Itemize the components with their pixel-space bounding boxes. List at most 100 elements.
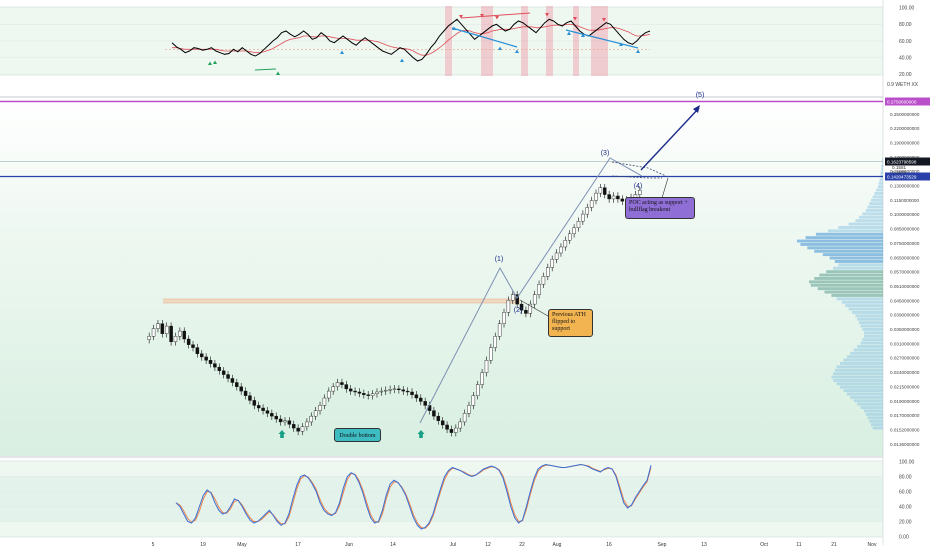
volume-profile-bar xyxy=(852,311,883,314)
volume-profile-bar xyxy=(850,396,883,399)
volume-profile-bar xyxy=(836,382,883,386)
candle-body xyxy=(173,336,178,343)
volume-profile-bar xyxy=(833,372,883,376)
volume-profile-bar xyxy=(881,168,883,172)
candle-body xyxy=(156,323,160,329)
bottom-y-tick-label: 100.00 xyxy=(899,459,915,465)
main-y-tick-label: 0.1300000000 xyxy=(890,184,920,189)
top-y-tick-label: 100.00 xyxy=(899,5,915,11)
candle-body xyxy=(458,421,462,429)
main-axis-sublabel: 0.1581 xyxy=(892,165,906,170)
candle-body xyxy=(603,187,607,195)
volume-profile-bar xyxy=(845,304,883,308)
top-down-marker xyxy=(573,17,577,21)
candle-body xyxy=(620,198,625,202)
top-up-marker xyxy=(452,26,456,30)
candle-body xyxy=(318,405,322,411)
x-tick-label: Sep xyxy=(658,542,667,548)
top-shaded-band xyxy=(481,6,493,76)
candle-body xyxy=(576,221,581,229)
x-tick-label: Nov xyxy=(868,542,877,548)
bullflag-upper xyxy=(611,161,667,177)
main-y-tick-label: 0.0850000000 xyxy=(890,227,920,232)
candle-body xyxy=(567,233,572,241)
volume-profile-bar xyxy=(840,362,883,365)
candle-body xyxy=(559,246,563,254)
bullflag-lower xyxy=(611,175,662,179)
top-shaded-band xyxy=(546,6,553,76)
main-y-tick-label: 0.0152000000 xyxy=(890,427,920,432)
candle-body xyxy=(405,390,410,393)
volume-profile-bar xyxy=(864,331,883,335)
volume-profile-bar xyxy=(831,375,883,379)
candle-body xyxy=(362,393,366,395)
top-down-marker xyxy=(495,16,499,20)
double-bottom-arrow xyxy=(417,430,425,434)
candle-body xyxy=(357,391,362,394)
candle-body xyxy=(541,276,546,285)
candle-body xyxy=(230,378,235,383)
volume-profile-bar xyxy=(860,406,883,410)
volume-profile-bar xyxy=(855,219,883,223)
top-up-marker xyxy=(515,49,519,53)
main-y-tick-label: 0.1700000000 xyxy=(890,155,920,160)
volume-profile-bar xyxy=(867,205,883,209)
volume-profile-bar xyxy=(843,389,883,393)
candle-body xyxy=(178,330,182,337)
volume-profile-bar xyxy=(857,317,883,321)
candle-body xyxy=(344,384,349,390)
candle-body xyxy=(169,325,173,343)
volume-profile-bar xyxy=(833,266,883,270)
candle-body xyxy=(335,382,340,387)
candle-body xyxy=(353,390,357,393)
candle-body xyxy=(563,240,568,248)
candle-body xyxy=(585,207,589,215)
main-y-tick-label: 0.0650000000 xyxy=(890,255,920,260)
x-tick-label: 21 xyxy=(831,542,837,548)
volume-profile-bar xyxy=(836,365,883,369)
x-tick-label: 13 xyxy=(701,542,707,548)
x-tick-label: 22 xyxy=(519,542,525,548)
volume-profile-bar xyxy=(797,239,883,243)
top-y-tick-label: 20.00 xyxy=(899,72,912,78)
volume-profile-bar xyxy=(878,181,883,185)
volume-profile-bar xyxy=(838,226,883,229)
candle-body xyxy=(497,323,502,337)
wave-label: (3) xyxy=(601,150,610,157)
candle-body xyxy=(550,259,554,268)
main-y-tick-label: 0.0215000000 xyxy=(890,384,920,389)
volume-profile-bar xyxy=(857,402,883,406)
main-y-tick-label: 0.0570000000 xyxy=(890,270,920,275)
candle-body xyxy=(191,344,195,348)
main-y-tick-label: 0.0350000000 xyxy=(890,327,920,332)
candle-body xyxy=(217,366,222,371)
poc-note-pointer xyxy=(661,177,669,199)
candle-body xyxy=(589,200,594,208)
price-tag-bg xyxy=(885,97,930,106)
volume-profile-bar xyxy=(824,290,883,294)
candle-body xyxy=(462,413,467,423)
candle-body xyxy=(532,294,537,305)
price-tag-label: 0.1420473529 xyxy=(887,174,917,179)
top-shaded-band xyxy=(573,6,579,76)
volume-profile-bar xyxy=(860,341,883,345)
volume-profile-bar xyxy=(848,222,883,226)
candle-body xyxy=(638,190,642,195)
candle-body xyxy=(379,390,384,393)
volume-profile-bar xyxy=(805,236,883,240)
price-tag-bg xyxy=(885,172,930,181)
candle-body xyxy=(440,420,445,426)
candle-body xyxy=(370,393,375,396)
volume-profile-bar xyxy=(881,164,883,168)
wave5-projection xyxy=(640,107,700,171)
volume-profile-bar xyxy=(840,385,883,389)
candle-body xyxy=(195,347,200,354)
volume-profile-bar xyxy=(833,379,883,382)
main-y-tick-label: 0.2200000000 xyxy=(890,126,920,131)
candle-body xyxy=(493,336,497,348)
volume-profile-bar xyxy=(822,253,883,257)
candle-body xyxy=(283,420,287,423)
candle-body xyxy=(397,388,401,390)
candle-body xyxy=(537,284,541,295)
top-y-tick-label: 40.00 xyxy=(899,55,912,61)
